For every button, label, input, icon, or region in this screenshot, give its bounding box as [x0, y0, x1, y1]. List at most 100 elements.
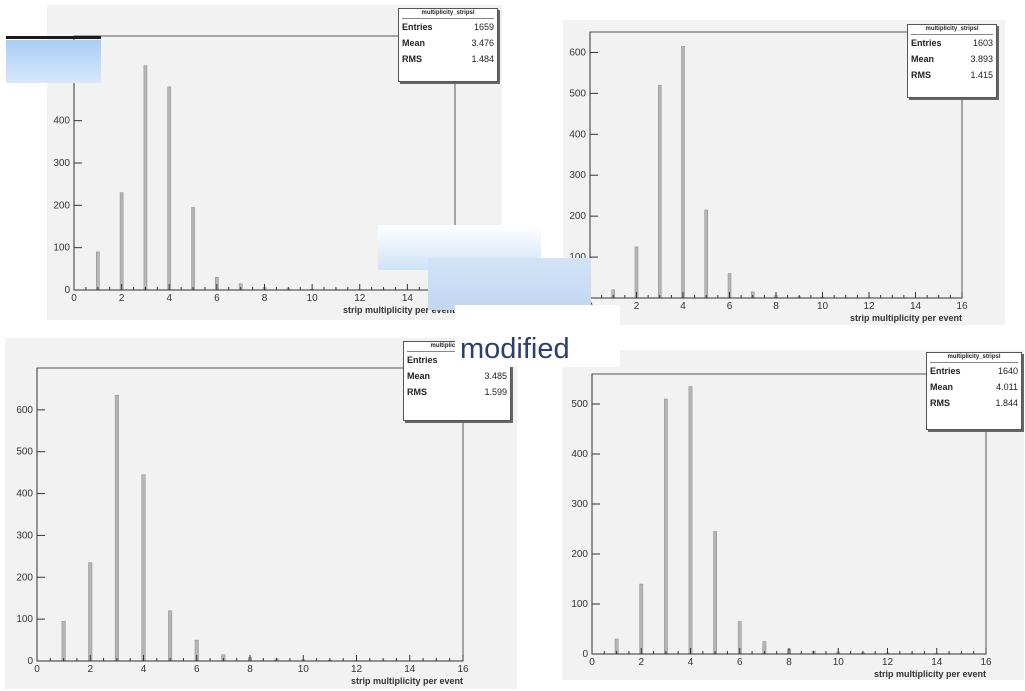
y-tick-label: 100	[569, 252, 586, 263]
stats-mean-value: 3.476	[471, 38, 494, 48]
y-tick-label: 200	[53, 200, 70, 211]
x-tick-label: 10	[817, 301, 829, 312]
stats-rms-row: RMS 1.484	[402, 51, 494, 67]
stats-box: multiplicity_stripsl Entries 1640 Mean 4.0…	[926, 352, 1022, 430]
y-tick-label: 500	[569, 88, 586, 99]
histogram-plot: 0 2 4 6 8 10 12 14 16 0 100 200 300 400 500 strip multi…	[571, 373, 992, 679]
histogram-bar	[96, 251, 100, 291]
y-tick-label: 100	[53, 243, 70, 254]
x-tick-label: 12	[863, 301, 875, 312]
stats-rms-label: RMS	[911, 70, 931, 80]
x-tick-label: 6	[214, 293, 220, 304]
x-tick-label: 6	[727, 301, 733, 312]
stats-rms-value: 1.844	[995, 398, 1018, 408]
stats-title: multiplicity_stripsl	[930, 353, 1018, 363]
x-tick-label: 12	[351, 664, 363, 675]
x-tick-label: 8	[247, 664, 253, 675]
stats-rms-label: RMS	[402, 54, 422, 64]
x-tick-label: 2	[87, 664, 93, 675]
x-tick-label: 6	[194, 664, 200, 675]
stats-entries-row: Entries 1603	[911, 35, 993, 51]
x-tick-label: 14	[910, 301, 922, 312]
y-tick-label: 0	[64, 285, 70, 296]
histogram-bar	[688, 386, 693, 655]
x-tick-label: 14	[404, 664, 416, 675]
histogram-bar	[119, 192, 124, 291]
histogram-bar	[704, 209, 709, 299]
stats-rms-label: RMS	[930, 398, 950, 408]
stats-mean-label: Mean	[911, 54, 935, 64]
stats-mean-label: Mean	[407, 371, 431, 381]
stats-rms-row: RMS 1.415	[911, 67, 993, 83]
x-tick-label: 16	[457, 664, 469, 675]
stats-mean-label: Mean	[930, 382, 954, 392]
stats-entries-row: Entries 1640	[930, 363, 1018, 379]
y-tick-label: 400	[53, 116, 70, 127]
stats-entries-value: 1640	[997, 366, 1018, 376]
x-tick-label: 0	[34, 664, 40, 675]
y-tick-label: 600	[569, 47, 586, 58]
stats-box: multiplicity_stripsl Entries 1603 Mean 3.8…	[907, 24, 997, 98]
x-tick-label: 0	[71, 293, 77, 304]
histogram-bar	[61, 620, 66, 662]
stats-mean-value: 3.893	[970, 54, 993, 64]
histogram-plot: 0 2 4 6 8 10 12 14 16 0 100 200 300 400 500 600 strip mu…	[16, 367, 469, 686]
stats-entries-row: Entries 1659	[402, 19, 494, 35]
plot-frame	[36, 367, 464, 662]
stats-entries-value: 1659	[473, 22, 494, 32]
x-tick-label: 12	[354, 293, 366, 304]
x-tick-label: 8	[262, 293, 268, 304]
y-tick-label: 200	[569, 211, 586, 222]
x-tick-label: 10	[307, 293, 319, 304]
y-tick-label: 300	[53, 158, 70, 169]
y-tick-label: 100	[16, 614, 33, 625]
stats-entries-value: 1603	[972, 38, 993, 48]
x-axis-label: strip multiplicity per event	[850, 313, 962, 323]
stats-box: multiplicity_stripsl Entries 1659 Mean 3.4…	[398, 8, 498, 82]
y-tick-label: 0	[27, 656, 33, 667]
histogram-bar	[639, 583, 644, 655]
histogram-bar	[88, 562, 93, 662]
x-tick-label: 14	[402, 293, 414, 304]
histogram-panel-bottom-left: 0 2 4 6 8 10 12 14 16 0 100 200 300 400 500 600 strip mu…	[5, 338, 517, 689]
stats-rms-row: RMS 1.599	[407, 384, 507, 400]
x-axis-label: strip multiplicity per event	[343, 305, 455, 315]
stats-mean-label: Mean	[402, 38, 426, 48]
y-tick-label: 300	[571, 499, 588, 510]
x-tick-label: 2	[119, 293, 125, 304]
x-tick-label: 16	[980, 657, 992, 668]
stats-rms-row: RMS 1.844	[930, 395, 1018, 411]
histogram-bar	[681, 46, 685, 299]
x-tick-label: 12	[882, 657, 894, 668]
y-tick-label: 500	[571, 399, 588, 410]
y-tick-label: 200	[16, 572, 33, 583]
y-tick-label: 400	[16, 489, 33, 500]
histogram-panel-bottom-right: 0 2 4 6 8 10 12 14 16 0 100 200 300 400 500 strip multi…	[562, 350, 1024, 680]
stats-entries-label: Entries	[402, 22, 433, 32]
x-tick-label: 14	[931, 657, 943, 668]
stats-mean-row: Mean 4.011	[930, 379, 1018, 395]
y-tick-label: 600	[16, 405, 33, 416]
histogram-bar	[168, 610, 173, 662]
x-axis-label: strip multiplicity per event	[874, 669, 986, 679]
x-tick-label: 4	[166, 293, 172, 304]
histogram-bar	[143, 65, 148, 291]
histogram-bar	[167, 86, 172, 291]
x-tick-label: 16	[956, 301, 968, 312]
x-tick-label: 2	[638, 657, 644, 668]
histogram-bar	[713, 531, 717, 655]
stats-entries-label: Entries	[407, 355, 438, 365]
stats-mean-row: Mean 3.485	[407, 368, 507, 384]
y-tick-label: 100	[571, 599, 588, 610]
x-tick-label: 8	[786, 657, 792, 668]
modified-overlay-text: modified	[460, 333, 570, 365]
histogram-bar	[114, 394, 119, 662]
histogram-plot: 02468101214160100200300400strip multipli…	[53, 35, 461, 315]
overlay-white-patch	[455, 305, 620, 367]
stats-entries-label: Entries	[930, 366, 961, 376]
overlay-dark-bar	[6, 36, 101, 39]
histogram-bar	[657, 84, 662, 299]
x-tick-label: 2	[634, 301, 640, 312]
histogram-bar	[634, 246, 639, 299]
histogram-bar	[191, 207, 195, 291]
